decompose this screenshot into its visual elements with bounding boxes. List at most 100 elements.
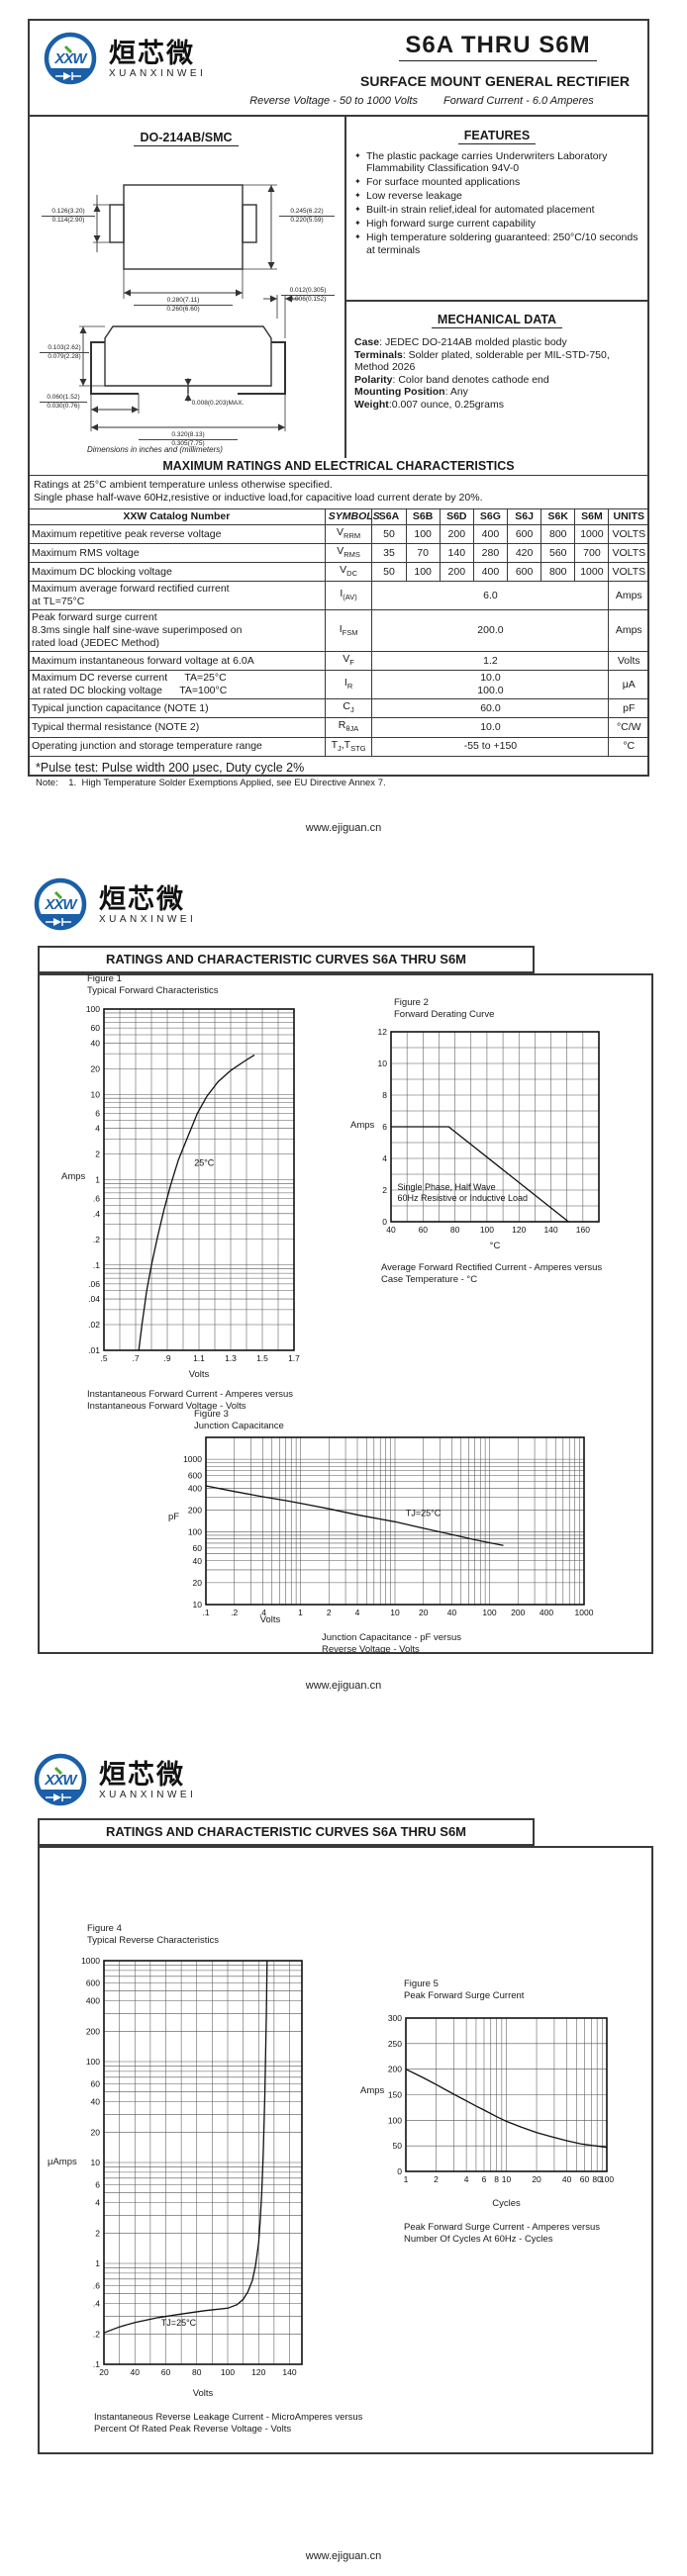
y-tick-label: .01 (88, 1345, 100, 1355)
y-tick-label: .06 (88, 1279, 100, 1289)
x-tick-label: 40 (386, 1225, 396, 1235)
row-symbol: VDC (324, 562, 373, 583)
x-tick-label: 8 (494, 2174, 499, 2184)
logo-diode-icon (53, 918, 61, 926)
x-tick-label: 100 (221, 2367, 235, 2377)
x-tick-label: 10 (502, 2174, 512, 2184)
x-tick-label: .9 (163, 1353, 170, 1363)
row-symbol: IR (324, 670, 373, 700)
row-symbol: CJ (324, 698, 373, 719)
mechanical-line: Terminals: Solder plated, solderable per… (354, 349, 643, 374)
brand-logo-mark: XXW (44, 32, 97, 85)
row-description: Maximum RMS voltage (28, 543, 326, 564)
y-tick-label: .02 (88, 1320, 100, 1330)
figure2-plot: 40 60 80 100 120 140 160 0 2 4 6 8 10 12 Single Phase,… (378, 1027, 600, 1235)
dim-top-left: 0.126(3.20) 0.114(2.90) (42, 208, 95, 225)
x-tick-label: 2 (327, 1608, 332, 1617)
symbol-segment: STG (350, 743, 366, 753)
col-header-catalog: XXW Catalog Number (28, 508, 326, 525)
rating-value-line: -55 to +150 (463, 740, 518, 753)
mechanical-label: Terminals (354, 348, 403, 361)
logo-xxw-text: XXW (44, 896, 78, 913)
feature-item: ✦ Built-in strain relief,ideal for automa… (354, 204, 639, 217)
brand-english-name: XUANXINWEI (109, 67, 207, 79)
y-tick-label: 12 (378, 1027, 388, 1037)
rating-value: 600 (507, 523, 542, 545)
x-tick-label: 1 (404, 2174, 409, 2184)
symbol-segment: RRM (344, 531, 361, 541)
symbol-segment: R (338, 719, 346, 732)
x-tick-label: 100 (480, 1225, 494, 1235)
symbol-segment: FSM (342, 627, 358, 637)
x-tick-label: 160 (576, 1225, 590, 1235)
y-tick-label: .4 (93, 2299, 100, 2309)
curves-title-bar: RATINGS AND CHARACTERISTIC CURVES S6A TH… (38, 946, 535, 973)
pulse-test-note: *Pulse test: Pulse width 200 μsec, Duty … (36, 760, 305, 775)
brand-english-name: XUANXINWEI (99, 1789, 197, 1800)
mechanical-line: Mounting Position: Any (354, 386, 643, 399)
x-tick-label: 1 (298, 1608, 303, 1617)
data-curve (138, 1054, 255, 1351)
bullet-icon: ✦ (354, 205, 361, 214)
feature-item: ✦ High forward surge current capability (354, 218, 639, 230)
feature-item: ✦ For surface mounted applications (354, 176, 639, 189)
y-tick-label: 0 (382, 1217, 387, 1227)
curve-annotation: TJ=25°C (161, 2318, 197, 2328)
mechanical-label: Case (354, 336, 380, 348)
x-tick-label: .1 (202, 1608, 209, 1617)
rating-units: Volts (608, 651, 649, 672)
row-label-line: Maximum RMS voltage (32, 546, 140, 559)
symbol-segment: V (337, 545, 344, 558)
y-tick-label: 6 (95, 1108, 100, 1118)
rating-value: 200 (439, 523, 474, 545)
x-tick-label: 40 (447, 1608, 457, 1617)
page2-frame (38, 973, 653, 1654)
y-tick-label: 8 (382, 1090, 387, 1100)
ratings-footnotes: *Pulse test: Pulse width 200 μsec, Duty … (28, 757, 649, 790)
row-label-line: 8.3ms single half sine-wave superimposed… (32, 624, 243, 637)
row-label-line: Maximum DC blocking voltage (32, 565, 172, 578)
rating-value: 280 (472, 543, 509, 564)
symbol-segment: ,T (341, 738, 351, 751)
x-tick-label: 20 (419, 1608, 429, 1617)
y-tick-label: 200 (86, 2026, 100, 2036)
col-header-part: S6B (405, 508, 441, 525)
package-outline-drawing (79, 184, 299, 431)
data-curve (405, 2069, 608, 2149)
symbol-segment: T (331, 738, 339, 751)
ratings-section: MAXIMUM RATINGS AND ELECTRICAL CHARACTER… (28, 458, 649, 790)
x-tick-label: 140 (543, 1225, 557, 1235)
page1-frame (28, 19, 649, 777)
mechanical-data: Case: JEDEC DO-214AB molded plastic body… (354, 336, 647, 411)
column-divider (344, 115, 346, 458)
figure2-ylabel: Amps (350, 1120, 375, 1131)
x-tick-label: 1.3 (225, 1353, 237, 1363)
y-tick-label: 10 (91, 1089, 101, 1099)
bullet-icon: ✦ (354, 191, 361, 200)
mechanical-label: Polarity (354, 373, 393, 386)
brand-logo-mark: XXW (34, 877, 87, 931)
figure3-plot: .1 .2 .4 1 2 4 10 20 40 100 200 400 1000 1000 600 400 20… (183, 1436, 594, 1617)
y-tick-label: 2 (95, 1150, 100, 1159)
x-tick-label: 1.7 (288, 1353, 300, 1363)
y-tick-label: 2 (382, 1185, 387, 1195)
row-label-line: Maximum instantaneous forward voltage at… (32, 654, 254, 667)
mechanical-line: Weight:0.007 ounce, 0.25grams (354, 399, 643, 412)
figure4-plot: 20 40 60 80 100 120 140 1000 600 400 200 100 60 40 20 1… (81, 1956, 303, 2377)
logo-xxw-text: XXW (44, 1772, 78, 1789)
x-tick-label: 10 (390, 1608, 400, 1617)
row-description: Peak forward surge current 8.3ms single h… (28, 609, 326, 653)
rating-value: 800 (540, 562, 576, 583)
x-tick-label: 20 (532, 2174, 541, 2184)
part-range-wrap: S6A THRU S6M (356, 32, 639, 61)
figure4-caption: Instantaneous Reverse Leakage Current - … (94, 2412, 363, 2435)
x-tick-label: 80 (450, 1225, 460, 1235)
rating-value-line: 1.2 (483, 654, 498, 667)
y-tick-label: 400 (86, 1996, 100, 2006)
x-tick-label: 60 (580, 2174, 590, 2184)
rating-value: 800 (540, 523, 576, 545)
ratings-table: XXW Catalog Number SYMBOLS S6A S6B S6D S… (28, 508, 649, 757)
mechanical-title-wrap: MECHANICAL DATA (344, 311, 649, 328)
rating-value-line: 200.0 (477, 624, 504, 637)
row-label-line: Peak forward surge current (32, 611, 157, 624)
